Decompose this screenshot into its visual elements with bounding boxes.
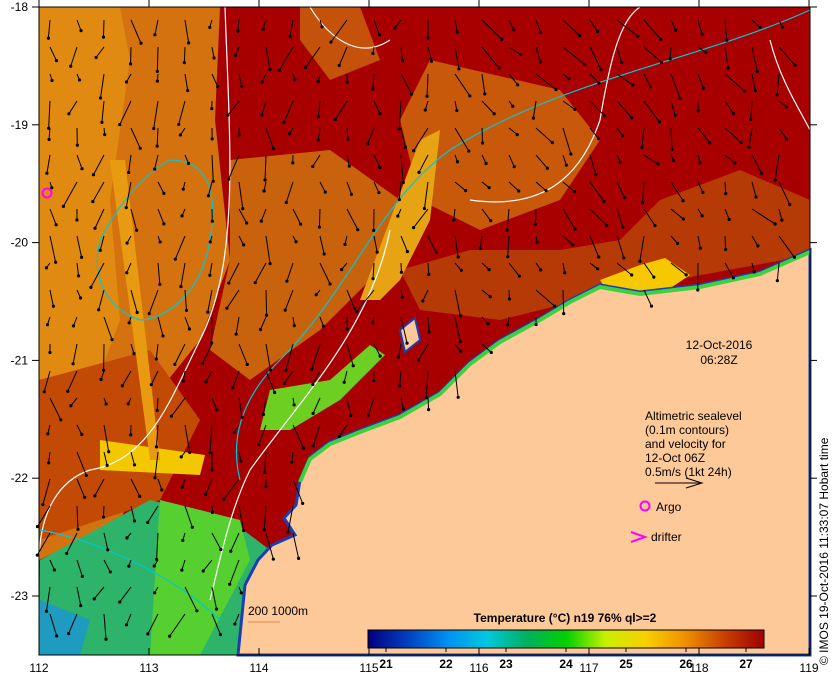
lon-tick-label: 118: [689, 661, 708, 675]
lon-tick-label: 119: [799, 661, 818, 675]
drifter-legend-icon: [630, 531, 648, 543]
lon-tick-label: 113: [139, 661, 158, 675]
lon-tick-label: 115: [359, 661, 378, 675]
lat-tick-label: -23: [11, 589, 29, 603]
lon-tick-label: 117: [579, 661, 598, 675]
credit-text: © IMOS 19-Oct-2016 11:33:07 Hobart time: [817, 437, 831, 665]
lon-tick-label: 114: [249, 661, 268, 675]
colorbar-tick-label: 25: [619, 657, 633, 671]
colorbar-ticks: 21 22 23 24 25 26 27: [379, 648, 753, 671]
lat-tick-label: -19: [11, 118, 29, 132]
colorbar-tick-label: 21: [379, 657, 393, 671]
colorbar-tick-label: 22: [439, 657, 453, 671]
lat-tick-label: -21: [11, 353, 29, 367]
legend-line: 0.5m/s (1kt 24h): [645, 465, 732, 479]
argo-legend-icon: [639, 500, 651, 512]
drifter-legend-label: drifter: [651, 530, 682, 544]
altimetry-legend: Altimetric sealevel(0.1m contours)and ve…: [645, 409, 742, 479]
legend-line: Altimetric sealevel: [645, 409, 742, 423]
latitude-axis: -18 -19 -20 -21 -22 -23: [11, 0, 817, 603]
temperature-colorbar: [367, 629, 765, 649]
bathymetry-scale-label: 200 1000m: [248, 604, 308, 618]
argo-legend-label: Argo: [656, 500, 682, 514]
date-label: 12-Oct-2016: [686, 338, 753, 352]
lon-tick-label: 112: [29, 661, 48, 675]
lat-tick-label: -22: [11, 471, 29, 485]
lat-tick-label: -20: [11, 236, 29, 250]
legend-line: and velocity for: [645, 437, 726, 451]
velocity-scale-arrow: [655, 477, 704, 489]
legend-line: 12-Oct 06Z: [645, 451, 705, 465]
colorbar-title: Temperature (°C) n19 76% ql>=2: [474, 611, 657, 625]
longitude-axis: 112 113 114 115 116 117 118 119: [29, 0, 819, 675]
sealevel-contours: [38, 6, 811, 621]
velocity-arrows: [35, 19, 797, 641]
colorbar-tick-label: 24: [559, 657, 573, 671]
colorbar-tick-label: 26: [679, 657, 693, 671]
colorbar-tick-label: 27: [739, 657, 753, 671]
legend-line: (0.1m contours): [645, 423, 729, 437]
lon-tick-label: 116: [469, 661, 488, 675]
time-label: 06:28Z: [700, 353, 737, 367]
argo-float-marker: [41, 187, 53, 199]
colorbar-tick-label: 23: [499, 657, 513, 671]
lat-tick-label: -18: [11, 0, 29, 14]
